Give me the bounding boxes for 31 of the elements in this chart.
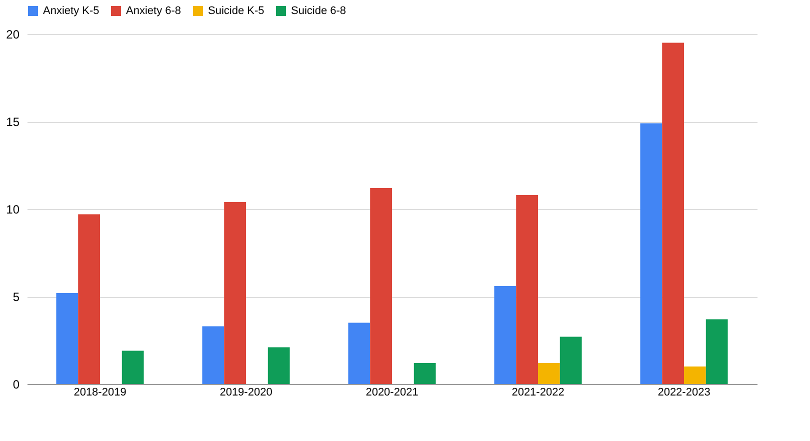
- legend-label: Suicide 6-8: [291, 5, 346, 17]
- y-tick-label: 20: [6, 28, 20, 42]
- bar: [640, 123, 662, 384]
- bar: [268, 347, 290, 384]
- bar: [348, 322, 370, 384]
- bar: [538, 363, 560, 384]
- y-tick-label: 0: [12, 378, 20, 392]
- bar: [224, 202, 246, 384]
- x-tick-label: 2021-2022: [512, 386, 564, 398]
- bar: [662, 42, 684, 384]
- bar: [202, 326, 224, 384]
- x-tick-label: 2019-2020: [220, 386, 272, 398]
- y-tick-label: 10: [6, 202, 20, 216]
- bar: [56, 293, 78, 384]
- legend-label: Suicide K-5: [208, 5, 264, 17]
- legend-label: Anxiety K-5: [43, 5, 100, 17]
- x-tick-label: 2022-2023: [658, 386, 710, 398]
- bar: [706, 319, 728, 384]
- x-tick-label: 2018-2019: [74, 386, 126, 398]
- legend-label: Anxiety 6-8: [126, 5, 182, 17]
- bar: [414, 363, 436, 384]
- bar: [78, 214, 100, 384]
- bar: [684, 366, 706, 384]
- x-tick-label: 2020-2021: [366, 386, 418, 398]
- bar: [494, 286, 516, 384]
- bar: [560, 336, 582, 384]
- y-tick-label: 5: [12, 290, 20, 304]
- bar: [516, 195, 538, 384]
- bar: [370, 188, 392, 384]
- y-tick-label: 15: [6, 115, 20, 129]
- bar: [122, 350, 144, 384]
